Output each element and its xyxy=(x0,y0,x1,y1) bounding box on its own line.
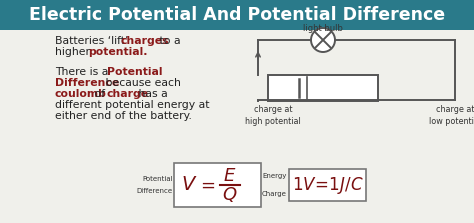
Text: $=$: $=$ xyxy=(197,176,216,194)
Text: Electric Potential And Potential Difference: Electric Potential And Potential Differe… xyxy=(29,6,445,24)
Text: potential.: potential. xyxy=(88,47,147,57)
Text: light bulb: light bulb xyxy=(303,24,343,33)
Text: Difference: Difference xyxy=(137,188,173,194)
Text: charge at
high potential: charge at high potential xyxy=(245,105,301,126)
Text: has a: has a xyxy=(135,89,168,99)
Text: to a: to a xyxy=(156,36,181,46)
Text: either end of the battery.: either end of the battery. xyxy=(55,111,192,121)
Text: charge at
low potential: charge at low potential xyxy=(429,105,474,126)
Text: $\mathit{V}$: $\mathit{V}$ xyxy=(181,176,198,194)
Text: Energy: Energy xyxy=(262,173,286,179)
Text: Difference: Difference xyxy=(55,78,119,88)
Text: Potential: Potential xyxy=(107,67,163,77)
Text: higher: higher xyxy=(55,47,93,57)
Text: charge: charge xyxy=(107,89,149,99)
Text: Charge: Charge xyxy=(262,191,287,197)
FancyBboxPatch shape xyxy=(174,163,261,207)
Text: charges: charges xyxy=(121,36,170,46)
Text: $\mathit{E}$: $\mathit{E}$ xyxy=(223,167,237,185)
Text: There is a: There is a xyxy=(55,67,112,77)
Text: Potential: Potential xyxy=(142,176,173,182)
Text: coulomb: coulomb xyxy=(55,89,107,99)
Text: Batteries ‘lift’: Batteries ‘lift’ xyxy=(55,36,132,46)
Text: because each: because each xyxy=(102,78,181,88)
FancyBboxPatch shape xyxy=(0,0,474,30)
Text: of: of xyxy=(91,89,109,99)
Text: $\mathit{1V\!=\!1J/C}$: $\mathit{1V\!=\!1J/C}$ xyxy=(292,175,363,196)
Text: different potential energy at: different potential energy at xyxy=(55,100,210,110)
Circle shape xyxy=(311,28,335,52)
FancyBboxPatch shape xyxy=(268,75,378,101)
FancyBboxPatch shape xyxy=(289,169,366,201)
Text: $\mathit{Q}$: $\mathit{Q}$ xyxy=(222,184,238,204)
